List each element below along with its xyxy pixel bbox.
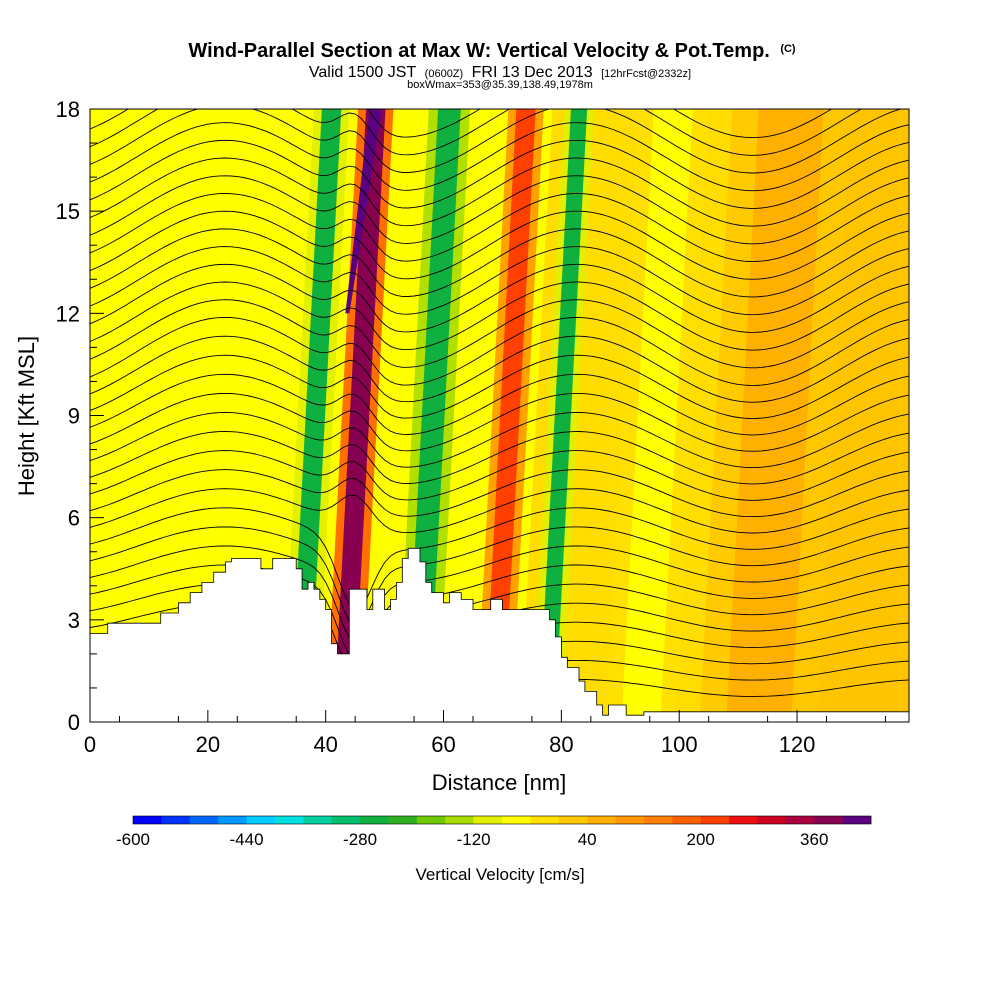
isentrope-line bbox=[90, 109, 903, 174]
x-tick-label: 40 bbox=[313, 732, 337, 757]
colorbar-ticks: -600 -440 -280 -120 40 200 360 bbox=[116, 830, 828, 849]
velocity-band bbox=[475, 109, 544, 722]
colorbar bbox=[132, 815, 872, 825]
x-tick-label: 20 bbox=[196, 732, 220, 757]
x-tick-label: 80 bbox=[549, 732, 573, 757]
colorbar-tick-label: -280 bbox=[343, 830, 377, 849]
y-axis: 0 3 6 9 12 15 18 bbox=[56, 97, 104, 735]
y-tick-label: 6 bbox=[68, 506, 80, 531]
colorbar-swatch bbox=[672, 816, 701, 824]
y-tick-label: 18 bbox=[56, 97, 80, 122]
colorbar-swatch bbox=[445, 816, 474, 824]
y-tick-label: 9 bbox=[68, 404, 80, 429]
isentrope-line bbox=[90, 373, 909, 436]
colorbar-swatch bbox=[643, 816, 673, 824]
y-tick-label: 3 bbox=[68, 608, 80, 633]
colorbar-swatch bbox=[700, 816, 730, 824]
colorbar-tick-label: -600 bbox=[116, 830, 150, 849]
colorbar-tick-label: 360 bbox=[800, 830, 828, 849]
x-tick-label: 120 bbox=[779, 732, 816, 757]
isentrope-line bbox=[90, 545, 909, 645]
y-tick-label: 15 bbox=[56, 199, 80, 224]
isentrope-line bbox=[90, 316, 909, 386]
velocity-band bbox=[605, 109, 709, 722]
subtitle-prefix: Valid 1500 JST bbox=[309, 64, 417, 81]
colorbar-swatch bbox=[530, 816, 560, 824]
chart-title-badge: (C) bbox=[780, 43, 796, 55]
colorbar-swatch bbox=[189, 816, 219, 824]
colorbar-swatch bbox=[814, 816, 843, 824]
colorbar-swatch bbox=[218, 816, 247, 824]
colorbar-title: Vertical Velocity [cm/s] bbox=[415, 865, 584, 884]
chart-subsubtitle: boxWmax=353@35.39,138.49,1978m bbox=[407, 79, 593, 91]
chart-title: Wind-Parallel Section at Max W: Vertical… bbox=[188, 40, 796, 62]
colorbar-tick-label: 200 bbox=[687, 830, 715, 849]
colorbar-swatch bbox=[473, 816, 503, 824]
isentrope-line bbox=[90, 263, 909, 333]
velocity-band bbox=[531, 109, 594, 722]
x-axis-label: Distance [nm] bbox=[432, 770, 567, 795]
colorbar-swatch bbox=[502, 816, 531, 824]
colorbar-swatch bbox=[785, 816, 815, 824]
colorbar-swatch bbox=[757, 816, 787, 824]
isentrope-line bbox=[90, 228, 909, 298]
isentrope-line bbox=[90, 109, 833, 139]
colorbar-swatch bbox=[360, 816, 389, 824]
plot-area bbox=[90, 109, 909, 722]
colorbar-swatch bbox=[331, 816, 361, 824]
y-tick-label: 12 bbox=[56, 301, 80, 326]
isentrope-line bbox=[90, 431, 909, 485]
colorbar-swatch bbox=[842, 816, 872, 824]
isentrope-line bbox=[90, 175, 909, 245]
colorbar-swatch bbox=[558, 816, 588, 824]
subtitle-utc: (0600Z) bbox=[425, 68, 464, 80]
x-axis: 0 20 40 60 80 100 120 bbox=[84, 710, 886, 757]
colorbar-swatch bbox=[729, 816, 758, 824]
colorbar-swatch bbox=[615, 816, 645, 824]
colorbar-swatch bbox=[274, 816, 304, 824]
subtitle-forecast: [12hrFcst@2332z] bbox=[601, 68, 691, 80]
y-tick-label: 0 bbox=[68, 710, 80, 735]
colorbar-frame bbox=[132, 815, 872, 825]
subtitle-date: FRI 13 Dec 2013 bbox=[472, 64, 593, 81]
isentrope-line bbox=[90, 526, 909, 628]
isentrope-line bbox=[90, 335, 909, 403]
isentrope-line bbox=[90, 450, 909, 501]
terrain-mask bbox=[90, 547, 909, 722]
isentrope-line bbox=[90, 210, 909, 280]
isentrope-line bbox=[90, 488, 909, 534]
isentrope-line bbox=[90, 392, 909, 452]
colorbar-swatch bbox=[388, 816, 418, 824]
isentrope-line bbox=[90, 122, 909, 192]
colorbar-swatch bbox=[416, 816, 446, 824]
colorbar-swatch bbox=[303, 816, 332, 824]
isentrope-line bbox=[90, 281, 909, 351]
isentrope-line bbox=[90, 469, 909, 518]
colorbar-swatch bbox=[133, 816, 162, 824]
isentrope-line bbox=[90, 139, 909, 209]
colorbar-tick-label: -440 bbox=[230, 830, 264, 849]
isentrope-line bbox=[90, 157, 909, 227]
y-axis-label: Height [Kft MSL] bbox=[14, 336, 39, 496]
isentrope-line bbox=[90, 507, 909, 611]
velocity-band bbox=[699, 109, 851, 722]
colorbar-tick-label: 40 bbox=[578, 830, 597, 849]
colorbar-swatch bbox=[587, 816, 616, 824]
isentrope-line bbox=[90, 193, 909, 262]
colorbar-tick-label: -120 bbox=[457, 830, 491, 849]
x-tick-label: 60 bbox=[431, 732, 455, 757]
isentrope-line bbox=[90, 109, 863, 156]
chart-subtitle: Valid 1500 JST (0600Z) FRI 13 Dec 2013 [… bbox=[309, 64, 691, 81]
x-tick-label: 100 bbox=[661, 732, 698, 757]
isentrope-line bbox=[90, 411, 909, 469]
colorbar-swatch bbox=[161, 816, 191, 824]
isentrope-line bbox=[90, 354, 909, 419]
isentrope-line bbox=[90, 246, 909, 316]
x-tick-label: 0 bbox=[84, 732, 96, 757]
isentrope-line bbox=[90, 299, 909, 369]
colorbar-swatch bbox=[246, 816, 276, 824]
chart-title-main: Wind-Parallel Section at Max W: Vertical… bbox=[188, 40, 769, 62]
